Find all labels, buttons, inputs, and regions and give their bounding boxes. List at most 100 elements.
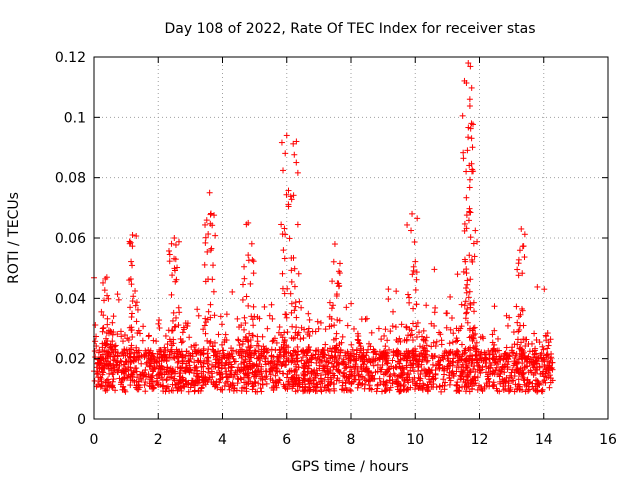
scatter-point bbox=[515, 376, 522, 383]
y-tick-label: 0.02 bbox=[55, 352, 86, 368]
y-tick-label: 0.04 bbox=[55, 291, 86, 307]
scatter-point bbox=[510, 329, 517, 336]
scatter-point bbox=[375, 325, 382, 332]
scatter-point bbox=[393, 288, 400, 295]
scatter-point bbox=[365, 340, 372, 347]
y-tick-label: 0.08 bbox=[55, 171, 86, 187]
scatter-point bbox=[297, 336, 304, 343]
scatter-point bbox=[500, 386, 507, 393]
scatter-point bbox=[188, 343, 195, 350]
scatter-point bbox=[403, 323, 410, 330]
scatter-point bbox=[333, 362, 340, 369]
scatter-point bbox=[382, 326, 389, 333]
scatter-point bbox=[442, 348, 449, 355]
scatter-point bbox=[429, 361, 436, 368]
scatter-point bbox=[205, 308, 212, 315]
scatter-point bbox=[503, 344, 510, 351]
scatter-point bbox=[145, 333, 152, 340]
x-tick-label: 12 bbox=[471, 432, 489, 448]
x-tick-label: 16 bbox=[599, 432, 617, 448]
scatter-point bbox=[396, 363, 403, 370]
scatter-point bbox=[450, 355, 457, 362]
scatter-point bbox=[300, 335, 307, 342]
scatter-point bbox=[215, 331, 222, 338]
scatter-point bbox=[125, 336, 132, 343]
scatter-point bbox=[187, 384, 194, 391]
x-tick-label: 8 bbox=[347, 432, 356, 448]
y-tick-label: 0.12 bbox=[55, 50, 86, 66]
scatter-point bbox=[416, 329, 423, 336]
scatter-point bbox=[481, 349, 488, 356]
scatter-point bbox=[263, 380, 270, 387]
scatter-point bbox=[424, 348, 431, 355]
scatter-point bbox=[354, 384, 361, 391]
scatter-point bbox=[446, 340, 453, 347]
scatter-point bbox=[93, 364, 100, 371]
scatter-point bbox=[405, 370, 412, 377]
scatter-point bbox=[223, 311, 230, 318]
scatter-point bbox=[142, 388, 149, 395]
scatter-point bbox=[114, 291, 121, 298]
scatter-point bbox=[521, 364, 528, 371]
scatter-point bbox=[415, 374, 422, 381]
scatter-point bbox=[504, 322, 511, 329]
scatter-point bbox=[217, 313, 224, 320]
scatter-point bbox=[397, 387, 404, 394]
scatter-point bbox=[271, 335, 278, 342]
scatter-point bbox=[109, 319, 116, 326]
scatter-point bbox=[208, 370, 215, 377]
scatter-point bbox=[178, 339, 185, 346]
x-tick-label: 0 bbox=[90, 432, 99, 448]
scatter-point bbox=[393, 364, 400, 371]
scatter-point bbox=[115, 296, 122, 303]
scatter-point bbox=[539, 388, 546, 395]
scatter-point bbox=[185, 381, 192, 388]
scatter-point bbox=[396, 335, 403, 342]
scatter-point bbox=[153, 338, 160, 345]
scatter-point bbox=[179, 329, 186, 336]
scatter-point bbox=[283, 314, 290, 321]
scatter-point bbox=[237, 375, 244, 382]
scatter-point bbox=[276, 377, 283, 384]
scatter-point bbox=[204, 360, 211, 367]
scatter-point bbox=[447, 326, 454, 333]
scatter-point bbox=[259, 333, 266, 340]
scatter-point bbox=[296, 298, 303, 305]
scatter-point bbox=[253, 342, 260, 349]
scatter-point bbox=[458, 301, 465, 308]
scatter-point bbox=[156, 324, 163, 331]
scatter-point bbox=[484, 382, 491, 389]
scatter-point bbox=[390, 308, 397, 315]
scatter-point bbox=[96, 365, 103, 372]
scatter-point bbox=[397, 356, 404, 363]
scatter-point bbox=[180, 324, 187, 331]
scatter-point bbox=[339, 333, 346, 340]
scatter-point bbox=[276, 368, 283, 375]
scatter-point bbox=[465, 381, 472, 388]
scatter-point bbox=[268, 346, 275, 353]
scatter-point bbox=[367, 343, 374, 350]
chart-title: Day 108 of 2022, Rate Of TEC Index for r… bbox=[164, 21, 535, 37]
scatter-point bbox=[268, 301, 275, 308]
scatter-point bbox=[326, 387, 333, 394]
scatter-point bbox=[373, 388, 380, 395]
scatter-point bbox=[540, 346, 547, 353]
scatter-point bbox=[177, 370, 184, 377]
scatter-point bbox=[522, 388, 529, 395]
scatter-point bbox=[312, 328, 319, 335]
scatter-point bbox=[322, 326, 329, 333]
scatter-point bbox=[283, 374, 290, 381]
scatter-point bbox=[270, 379, 277, 386]
scatter-point bbox=[444, 310, 451, 317]
scatter-point bbox=[372, 369, 379, 376]
scatter-point bbox=[172, 323, 179, 330]
x-tick-label: 10 bbox=[406, 432, 424, 448]
scatter-point bbox=[226, 386, 233, 393]
scatter-point bbox=[333, 330, 340, 337]
scatter-point bbox=[243, 347, 250, 354]
x-tick-label: 6 bbox=[282, 432, 291, 448]
scatter-point bbox=[121, 332, 128, 339]
y-tick-label: 0 bbox=[77, 412, 86, 428]
scatter-point bbox=[268, 352, 275, 359]
scatter-point bbox=[474, 374, 481, 381]
